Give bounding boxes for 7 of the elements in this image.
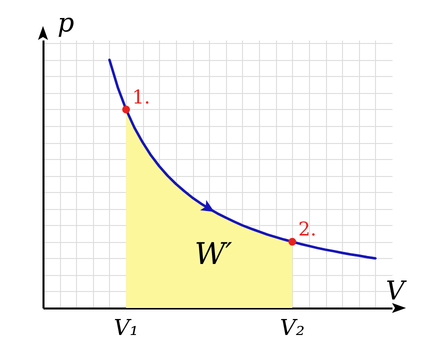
- x-tick-label: V₂: [280, 316, 305, 341]
- x-tick-label: V₁: [114, 316, 138, 341]
- x-axis-title: V: [386, 276, 407, 306]
- annotation: 1.: [132, 86, 150, 108]
- y-axis-title: p: [58, 8, 74, 38]
- annotation: 2.: [298, 218, 316, 241]
- annotation: W′: [194, 236, 232, 272]
